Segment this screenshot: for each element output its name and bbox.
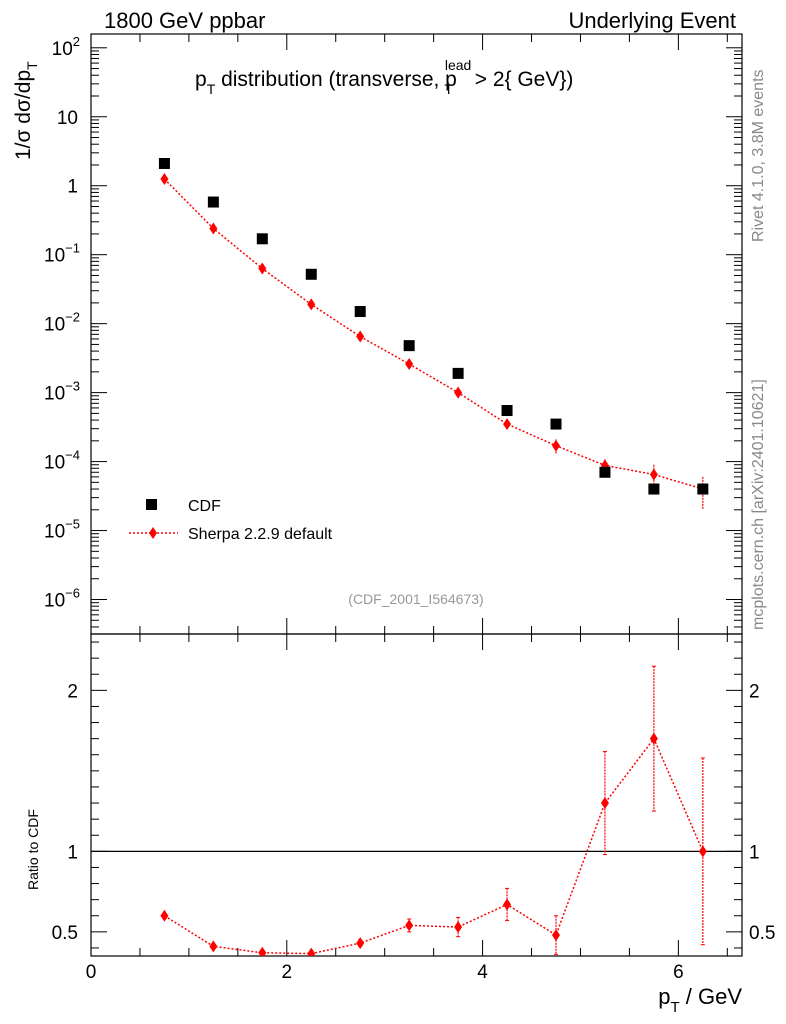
ytick-label: 10−6 xyxy=(44,586,80,612)
mc-point xyxy=(160,173,169,186)
data-point xyxy=(599,466,611,478)
x-axis-label: pT / GeV xyxy=(658,984,742,1016)
ratio-point xyxy=(356,937,365,950)
top-ylabel: 1/σ dσ/dpT xyxy=(12,61,40,160)
top-axis-ticks xyxy=(90,34,742,634)
legend-label-cdf: CDF xyxy=(188,498,221,515)
mcplots-label: mcplots.cern.ch [arXiv:2401.10621] xyxy=(750,379,767,630)
mc-point xyxy=(356,330,365,343)
ratio-ytick-label-right: 0.5 xyxy=(749,923,775,944)
bottom-axis-ticks xyxy=(90,634,742,956)
data-point xyxy=(207,196,219,208)
header-left: 1800 GeV ppbar xyxy=(104,8,265,33)
ytick-label: 10−1 xyxy=(44,241,80,267)
legend-marker-sherpa xyxy=(149,527,157,539)
ytick-label: 10 xyxy=(57,108,78,129)
ratio-point xyxy=(649,732,658,745)
ratio-point xyxy=(552,929,560,942)
top-mc-series xyxy=(160,173,707,510)
top-data-series xyxy=(158,158,709,495)
bottom-ytick-labels-right: 0.5 1 2 xyxy=(749,681,775,944)
ratio-point xyxy=(600,797,609,810)
data-point xyxy=(648,483,660,495)
mc-point xyxy=(258,262,267,275)
xtick-label: 2 xyxy=(282,962,293,983)
ratio-line xyxy=(164,737,704,955)
ratio-point xyxy=(258,946,267,956)
data-point xyxy=(403,340,415,352)
ratio-point xyxy=(209,940,218,953)
legend-label-sherpa: Sherpa 2.2.9 default xyxy=(188,526,333,543)
mc-point xyxy=(209,222,218,235)
top-ytick-labels: 10−6 10−5 10−4 10−3 10−2 10−1 1 10 102 xyxy=(44,34,80,612)
ytick-label: 102 xyxy=(52,34,80,60)
header-right: Underlying Event xyxy=(568,8,736,33)
data-point xyxy=(501,405,513,417)
bottom-frame xyxy=(90,633,743,957)
ratio-ytick-label: 1 xyxy=(67,842,78,863)
ratio-ytick-label-right: 2 xyxy=(749,681,760,702)
mc-point xyxy=(307,298,316,311)
ratio-point xyxy=(160,909,169,922)
ratio-point xyxy=(454,921,463,934)
ratio-ytick-label: 2 xyxy=(67,681,78,702)
data-point xyxy=(256,233,268,245)
ytick-label: 1 xyxy=(67,177,78,198)
rivet-label: Rivet 4.1.0, 3.8M events xyxy=(750,69,767,242)
legend: CDF Sherpa 2.2.9 default xyxy=(129,498,333,543)
mc-point xyxy=(503,418,512,431)
mc-point xyxy=(649,468,658,481)
ratio-ytick-label: 0.5 xyxy=(52,923,78,944)
mc-line xyxy=(163,178,704,490)
ratio-point xyxy=(698,845,707,858)
mc-point xyxy=(552,439,560,452)
ratio-point xyxy=(307,947,316,956)
xtick-label: 0 xyxy=(86,962,97,983)
xtick-labels: 0 2 4 6 xyxy=(86,962,684,983)
xtick-label: 6 xyxy=(673,962,684,983)
ratio-series xyxy=(160,665,707,956)
ratio-ylabel: Ratio to CDF xyxy=(25,809,41,890)
bottom-ytick-labels-left: 0.5 1 2 xyxy=(52,681,78,944)
chart-title: pT distribution (transverse, plead T > 2{… xyxy=(195,57,573,97)
ytick-label: 10−3 xyxy=(44,379,80,405)
data-point xyxy=(697,483,709,495)
data-point xyxy=(158,158,170,170)
xtick-label: 4 xyxy=(477,962,488,983)
ytick-label: 10−4 xyxy=(44,448,80,474)
data-point xyxy=(452,367,464,379)
mc-point xyxy=(454,386,463,399)
top-frame xyxy=(90,33,743,635)
data-point xyxy=(354,306,366,318)
analysis-annotation: (CDF_2001_I564673) xyxy=(348,591,483,607)
mc-point xyxy=(405,358,414,371)
legend-marker-cdf xyxy=(146,499,157,510)
ratio-ytick-label-right: 1 xyxy=(749,842,760,863)
ytick-label: 10−5 xyxy=(44,517,80,543)
data-point xyxy=(305,268,317,280)
ratio-point xyxy=(405,919,414,932)
ytick-label: 10−2 xyxy=(44,310,80,336)
data-point xyxy=(550,418,562,430)
ratio-point xyxy=(503,898,512,911)
